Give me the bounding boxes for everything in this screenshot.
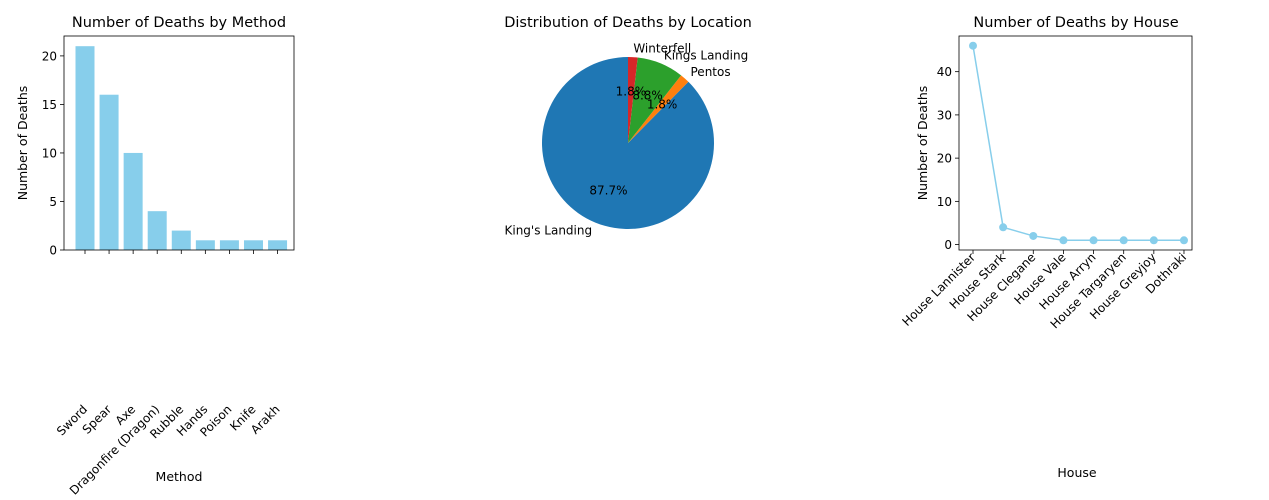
data-point	[1089, 236, 1098, 245]
line-chart-axes-frame	[958, 35, 1193, 251]
data-point	[1059, 236, 1068, 245]
y-tick-label: 0	[49, 244, 57, 258]
data-point	[1029, 231, 1038, 240]
pie-chart-title: Distribution of Deaths by Location	[504, 15, 752, 31]
bar	[123, 152, 143, 250]
bar-chart-panel: Number of Deaths by Method Number of Dea…	[15, 15, 295, 498]
pie-slice	[628, 57, 638, 143]
data-point	[1119, 236, 1128, 245]
line-chart-title: Number of Deaths by House	[973, 15, 1178, 31]
pie-percent-label: 1.8%	[616, 84, 647, 98]
pie-slice	[628, 75, 689, 143]
bar	[147, 211, 167, 250]
y-tick-label: 20	[937, 152, 952, 166]
bar-chart-axes-frame	[63, 35, 295, 251]
y-tick-label: 10	[937, 195, 952, 209]
bar	[219, 240, 239, 250]
data-point	[999, 223, 1008, 232]
line-chart-x-axis-label: House	[1057, 465, 1096, 480]
bar-chart-x-axis-label: Method	[156, 469, 203, 484]
y-tick-label: 15	[42, 98, 57, 112]
y-tick-label: 0	[944, 238, 952, 252]
bar-chart-y-axis-label: Number of Deaths	[15, 86, 30, 201]
bar	[243, 240, 263, 250]
y-tick-label: 20	[42, 49, 57, 63]
series-line	[972, 45, 1184, 242]
y-tick-label: 40	[937, 65, 952, 79]
pie-percent-label: 87.7%	[589, 184, 627, 198]
pie-chart-panel: Distribution of Deaths by Location King'…	[504, 15, 752, 238]
pie-percent-label: 1.8%	[647, 97, 678, 111]
data-point	[969, 41, 977, 50]
y-tick-label: 30	[937, 108, 952, 122]
bar	[75, 46, 95, 250]
bar-chart-title: Number of Deaths by Method	[72, 15, 286, 31]
y-tick-label: 5	[49, 195, 57, 209]
bar	[195, 240, 215, 250]
line-chart-panel: Number of Deaths by House Number of Deat…	[899, 15, 1193, 480]
pie-percent-label: 8.8%	[632, 88, 663, 102]
bar	[171, 230, 191, 250]
y-tick-label: 10	[42, 146, 57, 160]
pie-slice-label: Pentos	[691, 65, 731, 79]
line-chart-y-axis-label: Number of Deaths	[915, 86, 930, 201]
pie-slice-label: Winterfell	[633, 42, 691, 56]
bar	[268, 240, 288, 250]
data-point	[1179, 236, 1188, 245]
pie-slice-label: Kings Landing	[664, 48, 748, 62]
pie-slice-label: King's Landing	[504, 224, 592, 238]
data-point	[1149, 236, 1158, 245]
bar	[99, 94, 119, 250]
pie-slice	[628, 57, 682, 143]
